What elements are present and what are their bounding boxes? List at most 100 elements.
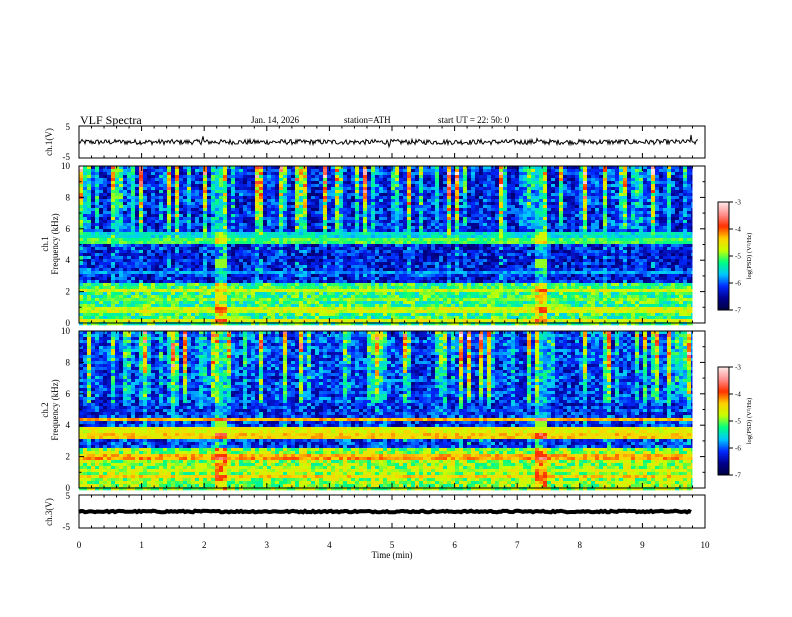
spectrogram-cell [315,196,319,199]
spectrogram-cell [135,211,139,214]
spectrogram-cell [147,313,151,316]
spectrogram-cell [331,214,335,217]
spectrogram-cell [331,184,335,187]
spectrogram-cell [391,196,395,199]
spectrogram-cell [167,196,171,199]
spectrogram-cell [323,253,327,256]
spectrogram-cell [275,316,279,319]
spectrogram-cell [159,286,163,289]
spectrogram-cell [443,301,447,304]
spectrogram-cell [287,223,291,226]
spectrogram-cell [247,256,251,259]
spectrogram-cell [147,295,151,298]
spectrogram-cell [147,301,151,304]
spectrogram-cell [331,175,335,178]
spectrogram-cell [143,175,147,178]
spectrogram-cell [203,223,207,226]
spectrogram-cell [275,301,279,304]
spectrogram-cell [343,310,347,313]
spectrogram-cell [351,232,355,235]
spectrogram-cell [411,313,415,316]
spectrogram-cell [147,175,151,178]
spectrogram-cell [315,253,319,256]
spectrogram-cell [95,271,99,274]
spectrogram-cell [423,196,427,199]
spectrogram-cell [187,202,191,205]
spectrogram-cell [411,271,415,274]
spectrogram-cell [299,184,303,187]
spectrogram-cell [375,169,379,172]
spectrogram-cell [195,295,199,298]
spectrogram-cell [151,253,155,256]
spectrogram-cell [243,301,247,304]
spectrogram-cell [147,232,151,235]
spectrogram-cell [159,316,163,319]
spectrogram-cell [407,289,411,292]
spectrogram-cell [363,199,367,202]
spectrogram-cell [383,259,387,262]
spectrogram-cell [227,208,231,211]
spectrogram-cell [415,232,419,235]
spectrogram-cell [175,181,179,184]
spectrogram-cell [111,172,115,175]
spectrogram-cell [143,202,147,205]
spectrogram-cell [83,229,87,232]
spectrogram-cell [191,256,195,259]
spectrogram-cell [415,172,419,175]
spectrogram-cell [135,214,139,217]
spectrogram-cell [223,262,227,265]
spectrogram-cell [87,283,91,286]
spectrogram-cell [247,199,251,202]
spectrogram-cell [155,301,159,304]
spectrogram-cell [339,220,343,223]
spectrogram-cell [383,262,387,265]
spectrogram-cell [123,226,127,229]
spectrogram-cell [443,193,447,196]
spectrogram-cell [203,289,207,292]
spectrogram-cell [131,172,135,175]
spectrogram-cell [211,313,215,316]
spectrogram-cell [123,187,127,190]
spectrogram-cell [263,271,267,274]
spectrogram-cell [143,178,147,181]
spectrogram-cell [291,304,295,307]
spectrogram-cell [375,286,379,289]
spectrogram-cell [179,238,183,241]
spectrogram-cell [119,253,123,256]
spectrogram-cell [343,319,347,322]
spectrogram-cell [87,205,91,208]
spectrogram-cell [275,259,279,262]
spectrogram-cell [295,169,299,172]
spectrogram-cell [263,286,267,289]
spectrogram-cell [207,172,211,175]
spectrogram-cell [219,193,223,196]
spectrogram-cell [163,178,167,181]
spectrogram-cell [175,286,179,289]
spectrogram-cell [359,184,363,187]
spectrogram-cell [383,202,387,205]
spectrogram-cell [139,232,143,235]
spectrogram-cell [439,208,443,211]
spectrogram-cell [415,184,419,187]
spectrogram-cell [119,304,123,307]
spectrogram-cell [83,280,87,283]
spectrogram-cell [387,250,391,253]
spectrogram-cell [151,268,155,271]
spectrogram-cell [135,277,139,280]
spectrogram-cell [243,196,247,199]
spectrogram-cell [239,241,243,244]
spectrogram-cell [103,196,107,199]
spectrogram-cell [231,199,235,202]
spectrogram-cell [311,244,315,247]
spectrogram-cell [339,187,343,190]
spectrogram-cell [287,199,291,202]
spectrogram-cell [207,235,211,238]
spectrogram-cell [263,298,267,301]
spectrogram-cell [151,289,155,292]
spectrogram-cell [379,280,383,283]
spectrogram-cell [103,178,107,181]
spectrogram-cell [139,310,143,313]
spectrogram-cell [259,274,263,277]
spectrogram-cell [359,289,363,292]
spectrogram-cell [223,277,227,280]
